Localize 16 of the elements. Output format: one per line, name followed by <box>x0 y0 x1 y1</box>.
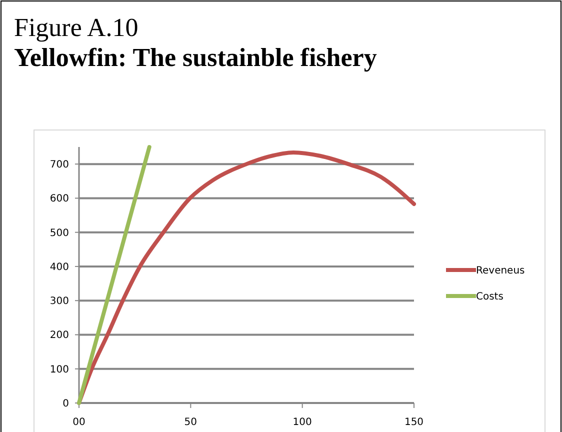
y-tick-label: 300 <box>50 296 69 308</box>
y-tick-label: 200 <box>50 330 69 342</box>
legend-label: Reveneus <box>476 266 525 276</box>
x-tick-label: 150 <box>404 417 424 428</box>
y-tick-label: 500 <box>50 228 69 239</box>
y-tick-label: 0 <box>62 398 69 410</box>
y-tick-label: 600 <box>50 194 69 205</box>
x-tick-label: 50 <box>184 417 198 428</box>
legend-label: Costs <box>476 292 504 302</box>
x-tick-label: 100 <box>292 417 312 428</box>
chart-subtitle: Yellowfin: The sustainble fishery <box>14 43 377 72</box>
y-tick-label: 100 <box>50 364 69 376</box>
x-tick-label: 00 <box>72 417 86 428</box>
y-tick-label: 400 <box>50 262 69 273</box>
chart-title: Figure A.10 <box>14 13 138 42</box>
y-tick-label: 700 <box>50 160 69 171</box>
